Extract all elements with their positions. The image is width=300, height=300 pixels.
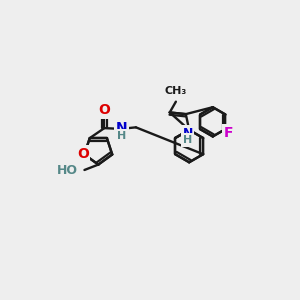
Text: CH₃: CH₃ bbox=[165, 86, 187, 96]
Text: N: N bbox=[182, 127, 193, 140]
Text: H: H bbox=[183, 135, 192, 145]
Text: F: F bbox=[224, 126, 233, 140]
Text: H: H bbox=[117, 131, 126, 141]
Text: N: N bbox=[116, 121, 127, 135]
Text: O: O bbox=[98, 103, 110, 117]
Text: HO: HO bbox=[56, 164, 77, 177]
Text: O: O bbox=[77, 147, 89, 161]
